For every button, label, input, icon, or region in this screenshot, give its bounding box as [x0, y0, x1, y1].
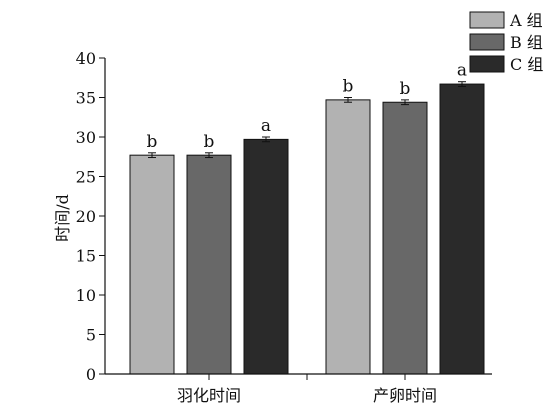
legend: A 组 B 组 C 组 — [469, 11, 543, 74]
y-tick-label-4: 20 — [76, 207, 96, 226]
bar-1-2 — [439, 83, 485, 375]
bar-0-0 — [129, 154, 175, 375]
significance-label-0-0: b — [147, 132, 158, 152]
bar-0-2 — [243, 138, 289, 375]
y-tick-label-1: 5 — [86, 326, 96, 345]
axes-layer: 羽化时间 产卵时间 0 5 10 15 20 25 30 35 40 — [76, 49, 492, 405]
legend-label-2: C 组 — [510, 55, 543, 74]
significance-label-1-0: b — [343, 77, 354, 97]
bar-1-0 — [325, 99, 371, 375]
y-tick-label-0: 0 — [86, 365, 96, 384]
y-tick-label-5: 25 — [76, 168, 96, 187]
legend-swatch-2 — [469, 55, 505, 73]
legend-label-0: A 组 — [509, 11, 543, 30]
significance-label-0-1: b — [204, 132, 215, 152]
bar-1-1 — [382, 101, 428, 375]
legend-label-1: B 组 — [510, 33, 543, 52]
bars-layer: b b a b b a — [129, 61, 485, 375]
y-tick-label-7: 35 — [76, 89, 96, 108]
y-axis-title: 时间/d — [53, 194, 72, 242]
legend-swatch-0 — [469, 11, 505, 29]
significance-label-1-2: a — [457, 61, 467, 81]
significance-label-0-2: a — [261, 116, 271, 136]
y-tick-label-3: 15 — [76, 247, 96, 266]
x-tick-label-1: 产卵时间 — [373, 386, 437, 405]
legend-swatch-1 — [469, 33, 505, 51]
y-tick-label-8: 40 — [76, 49, 96, 68]
y-tick-label-6: 30 — [76, 128, 96, 147]
y-tick-label-2: 10 — [76, 286, 96, 305]
significance-label-1-1: b — [400, 79, 411, 99]
x-tick-label-0: 羽化时间 — [177, 386, 241, 405]
bar-0-1 — [186, 154, 232, 375]
